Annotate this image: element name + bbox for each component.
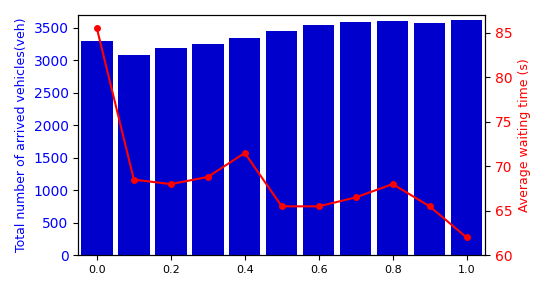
Y-axis label: Total number of arrived vehicles(veh): Total number of arrived vehicles(veh): [15, 18, 28, 252]
Bar: [229, 38, 260, 255]
Bar: [81, 41, 112, 255]
Bar: [192, 44, 223, 255]
Bar: [155, 48, 187, 255]
Bar: [340, 22, 371, 255]
Bar: [118, 55, 150, 255]
Bar: [266, 31, 298, 255]
Bar: [303, 26, 335, 255]
Bar: [451, 20, 482, 255]
Bar: [377, 21, 408, 255]
Y-axis label: Average waiting time (s): Average waiting time (s): [518, 58, 531, 212]
Bar: [414, 23, 446, 255]
